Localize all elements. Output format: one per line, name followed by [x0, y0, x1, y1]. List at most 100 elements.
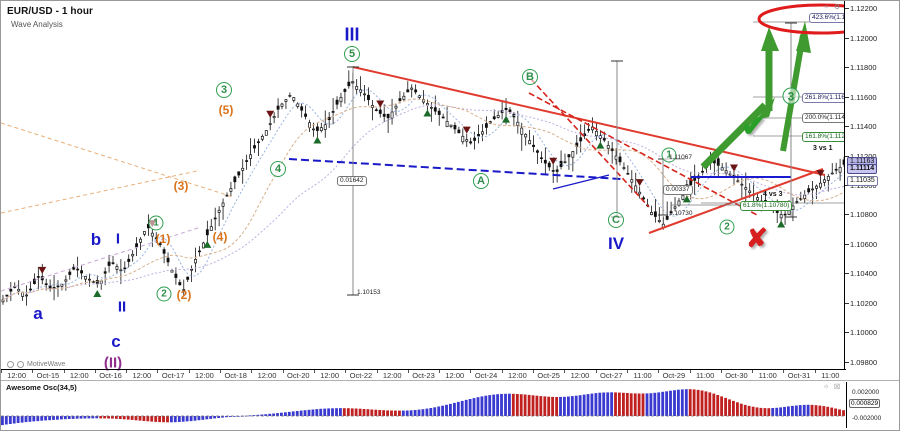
oscillator-bar	[339, 408, 342, 416]
price-marker-last[interactable]: 1.11114	[847, 164, 878, 175]
price-axis-tick-mark	[845, 67, 849, 69]
swing-high-marker	[462, 126, 471, 134]
oscillator-bar	[511, 393, 515, 416]
time-axis-label: Oct-24	[474, 371, 498, 380]
oscillator-bar	[291, 411, 295, 416]
indicator-axis[interactable]: 0.002000 -0.002000 0.000829	[846, 382, 899, 428]
measure-label-3[interactable]: 0.00337	[663, 185, 693, 195]
oscillator-bar	[794, 405, 798, 416]
measure-tool-4-caps	[785, 22, 797, 218]
ascending-red-line[interactable]	[648, 168, 824, 234]
oscillator-bar	[126, 416, 130, 420]
oscillator-bar	[732, 400, 735, 416]
price-pane[interactable]: a b c I II (II) III IV 1 2 3 4 5 A B C 1…	[1, 1, 899, 381]
oscillator-bar	[625, 393, 629, 416]
oscillator-bar	[806, 404, 810, 416]
awesome-oscillator-histogram	[1, 389, 846, 426]
oscillator-bar	[405, 410, 409, 416]
oscillator-bar	[232, 416, 236, 417]
oscillator-bar	[456, 401, 460, 416]
oscillator-bar	[52, 416, 55, 420]
indicator-pane[interactable]: Awesome Osc(34,5) ☼ ☒ 0.002000 -0.002000…	[1, 382, 899, 430]
oscillator-bar	[791, 405, 794, 416]
wave-label-1-right: 1	[661, 147, 677, 163]
oscillator-bar	[708, 392, 712, 416]
swing-high-marker	[729, 164, 738, 172]
c-wave-trendline[interactable]	[528, 92, 758, 216]
upper-channel-line[interactable]	[1, 170, 198, 214]
projection-arrow-2-head	[761, 27, 779, 51]
oscillator-bar	[743, 404, 747, 416]
time-axis-tick	[752, 370, 754, 373]
time-axis-tick	[251, 370, 253, 373]
oscillator-bar	[594, 393, 598, 416]
oscillator-bar	[225, 416, 228, 418]
oscillator-bar	[421, 409, 425, 416]
time-axis[interactable]: 12:00 Oct-15 12:00 Oct-16 12:00 Oct-17 12:00 Oc…	[1, 369, 846, 381]
eye-icon[interactable]: ☼	[823, 3, 830, 10]
wave-label-II-circle: (II)	[103, 354, 123, 372]
blue-minor-line[interactable]	[552, 174, 610, 190]
oscillator-bar	[83, 416, 87, 419]
b-wave-trendline[interactable]	[530, 78, 650, 208]
price-axis-tick-mark	[845, 126, 849, 128]
oscillator-bar	[449, 403, 452, 416]
wave-label-IV: IV	[607, 234, 625, 253]
oscillator-bar	[492, 394, 496, 416]
wave-label-II: II	[117, 298, 127, 316]
awesome-oscillator-plot[interactable]	[1, 382, 846, 428]
primary-downtrend-line[interactable]	[352, 66, 826, 176]
price-axis-tick: 1.11800	[850, 63, 877, 73]
oscillator-bar	[173, 416, 177, 423]
time-axis-tick	[439, 370, 441, 373]
oscillator-bar	[1, 416, 4, 426]
oscillator-bar	[323, 408, 327, 416]
time-axis-label: Oct-29	[662, 371, 686, 380]
measure-tool-1-caps	[347, 66, 359, 296]
oscillator-bar	[559, 396, 562, 416]
measure-label-1[interactable]: 0.01642	[337, 176, 367, 186]
price-marker-ask[interactable]: 1.11035	[847, 175, 878, 186]
oscillator-bar	[40, 416, 44, 421]
time-axis-label: Oct-25	[537, 371, 560, 380]
mid-ma-line	[2, 98, 845, 301]
oscillator-bar	[299, 410, 303, 416]
oscillator-bar	[480, 396, 484, 416]
oscillator-bar	[346, 408, 350, 416]
time-axis-tick	[94, 370, 96, 373]
price-axis[interactable]: 1.12200 1.12000 1.11800 1.11600 1.11400 1.112…	[844, 1, 899, 369]
oscillator-bar	[673, 390, 676, 416]
wave-label-3: 3	[216, 82, 232, 98]
oscillator-bar	[107, 416, 110, 419]
projection-arrow-3-head	[796, 21, 811, 53]
swing-low-marker	[502, 115, 511, 123]
time-axis-tick	[720, 370, 722, 373]
time-axis-label: Oct-16	[99, 371, 122, 380]
oscillator-bar	[56, 416, 59, 420]
oscillator-bar	[598, 392, 602, 416]
oscillator-bar	[496, 394, 500, 416]
oscillator-bar	[398, 410, 401, 416]
oscillator-bar	[111, 416, 114, 419]
price-axis-tick-mark	[845, 8, 849, 10]
oscillator-bar	[614, 392, 617, 416]
oscillator-bar	[610, 392, 614, 416]
close-icon-indicator[interactable]: ☒	[834, 384, 841, 391]
oscillator-bar	[307, 409, 311, 416]
indicator-current-value[interactable]: 0.000829	[849, 399, 881, 408]
drawing-overlays[interactable]	[1, 1, 846, 369]
price-axis-tick: 1.10200	[850, 298, 878, 308]
time-axis-tick	[282, 370, 284, 373]
price-plot-area[interactable]	[1, 1, 846, 369]
oscillator-bar	[142, 416, 146, 421]
lower-channel-line[interactable]	[1, 122, 234, 198]
time-axis-tick	[783, 370, 785, 373]
fib-label-618[interactable]: 61.8%(1.10780)	[740, 201, 793, 211]
oscillator-bar	[488, 395, 492, 416]
time-axis-tick	[501, 370, 503, 373]
eye-icon-indicator[interactable]: ☼	[823, 383, 830, 390]
oscillator-bar	[311, 409, 315, 416]
gear-icon[interactable]: ⚙	[834, 4, 841, 11]
blue-support-line[interactable]	[288, 158, 622, 180]
oscillator-bar	[460, 400, 464, 416]
